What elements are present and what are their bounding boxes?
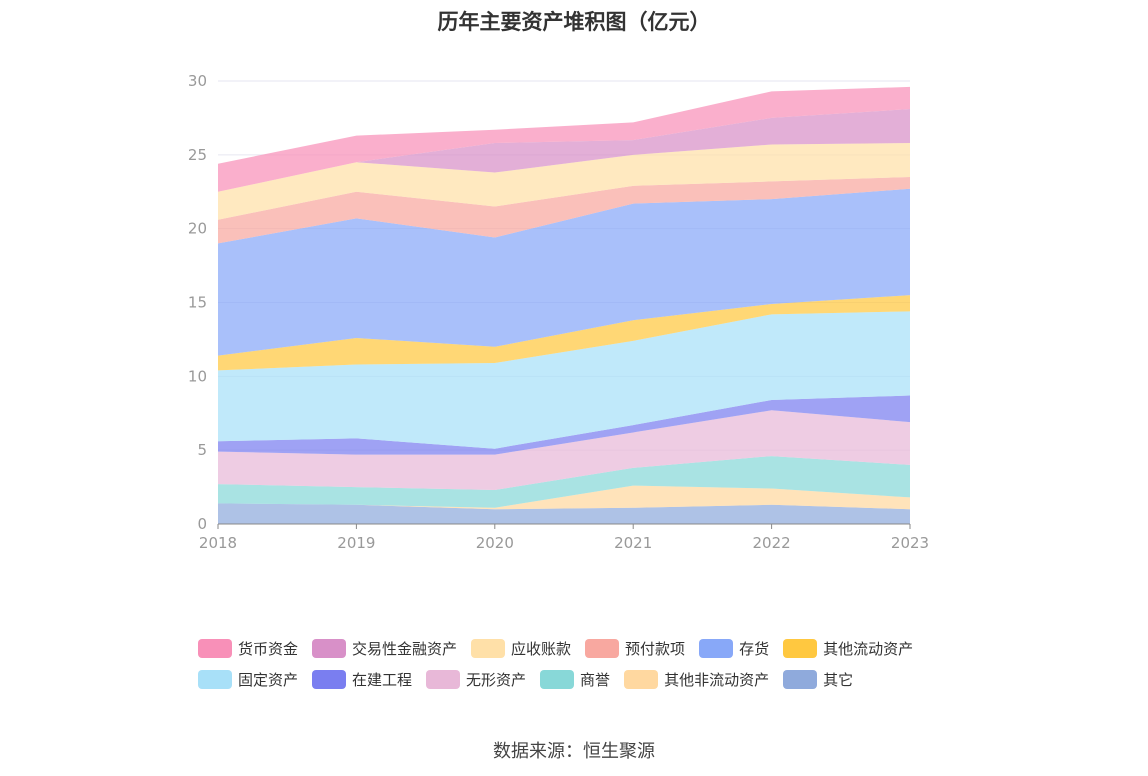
legend-item[interactable]: 预付款项 — [585, 638, 685, 659]
legend-label: 存货 — [739, 640, 770, 658]
legend-swatch — [426, 670, 461, 689]
legend-label: 预付款项 — [625, 640, 686, 658]
legend-item[interactable]: 其它 — [783, 669, 853, 690]
y-tick-label: 5 — [197, 441, 207, 459]
legend-swatch — [783, 670, 818, 689]
area-series-在建工程[interactable] — [218, 395, 910, 455]
y-tick-label: 25 — [188, 146, 207, 164]
legend-label: 交易性金融资产 — [352, 640, 458, 658]
x-tick-label: 2023 — [891, 534, 929, 552]
legend-swatch — [198, 670, 232, 689]
x-tick-label: 2021 — [614, 534, 652, 552]
area-series-无形资产[interactable] — [218, 410, 910, 491]
x-tick-label: 2022 — [753, 534, 791, 552]
legend-swatch — [699, 639, 734, 658]
area-series-固定资产[interactable] — [218, 311, 910, 449]
y-tick-label: 10 — [188, 367, 207, 385]
area-series-应收账款[interactable] — [218, 143, 910, 220]
legend-swatch — [540, 670, 575, 689]
area-series-货币资金[interactable] — [218, 86, 910, 192]
y-tick-label: 15 — [188, 294, 207, 312]
legend-swatch — [312, 670, 347, 689]
legend-item[interactable]: 无形资产 — [426, 669, 526, 690]
area-series — [218, 86, 910, 524]
x-tick-label: 2020 — [476, 534, 514, 552]
legend-row-1: 货币资金 交易性金融资产 应收账款 预付款项 存货 其他流动资产 — [198, 638, 978, 659]
legend-item[interactable]: 其他流动资产 — [783, 638, 913, 659]
stacked-area-chart: 0 5 10 15 20 25 30 2018 2019 2020 2021 2022 2023 — [188, 72, 929, 552]
legend-item[interactable]: 存货 — [699, 638, 769, 659]
area-series-其它[interactable] — [218, 503, 910, 524]
area-series-其他非流动资产[interactable] — [218, 485, 910, 510]
x-tick-label: 2019 — [337, 534, 375, 552]
legend-swatch — [198, 639, 232, 658]
area-series-预付款项[interactable] — [218, 176, 910, 244]
legend-label: 商誉 — [580, 671, 611, 689]
legend-label: 无形资产 — [466, 671, 527, 689]
legend-row-2: 固定资产 在建工程 无形资产 商誉 其他非流动资产 其它 — [198, 669, 978, 690]
legend-label: 固定资产 — [238, 671, 299, 689]
legend-item[interactable]: 货币资金 — [198, 638, 298, 659]
legend-label: 其他流动资产 — [823, 640, 914, 658]
legend-label: 货币资金 — [238, 640, 299, 658]
legend-item[interactable]: 商誉 — [540, 669, 610, 690]
legend-item[interactable]: 应收账款 — [471, 638, 571, 659]
legend-label: 其他非流动资产 — [664, 671, 770, 689]
legend-swatch — [783, 639, 818, 658]
legend-item[interactable]: 在建工程 — [312, 669, 412, 690]
legend-swatch — [312, 639, 347, 658]
legend-item[interactable]: 固定资产 — [198, 669, 298, 690]
area-series-其他流动资产[interactable] — [218, 295, 910, 371]
source-note: 数据来源：恒生聚源 — [493, 741, 655, 762]
legend: 货币资金 交易性金融资产 应收账款 预付款项 存货 其他流动资产 固定资产 在建工程 无形资产… — [198, 638, 978, 700]
legend-label: 其它 — [823, 671, 854, 689]
area-series-商誉[interactable] — [218, 456, 910, 508]
axes: 0 5 10 15 20 25 30 2018 2019 2020 2021 2022 2023 — [188, 72, 929, 552]
chart-title: 历年主要资产堆积图（亿元） — [437, 10, 711, 34]
legend-swatch — [471, 639, 506, 658]
legend-item[interactable]: 其他非流动资产 — [624, 669, 769, 690]
legend-label: 在建工程 — [352, 671, 413, 689]
legend-swatch — [624, 670, 659, 689]
y-tick-label: 0 — [197, 515, 207, 533]
y-tick-label: 30 — [188, 72, 207, 90]
y-tick-label: 20 — [188, 220, 207, 238]
legend-label: 应收账款 — [511, 640, 572, 658]
legend-item[interactable]: 交易性金融资产 — [312, 638, 457, 659]
area-series-交易性金融资产[interactable] — [218, 109, 910, 192]
legend-swatch — [585, 639, 620, 658]
area-series-存货[interactable] — [218, 188, 910, 356]
x-tick-label: 2018 — [199, 534, 237, 552]
